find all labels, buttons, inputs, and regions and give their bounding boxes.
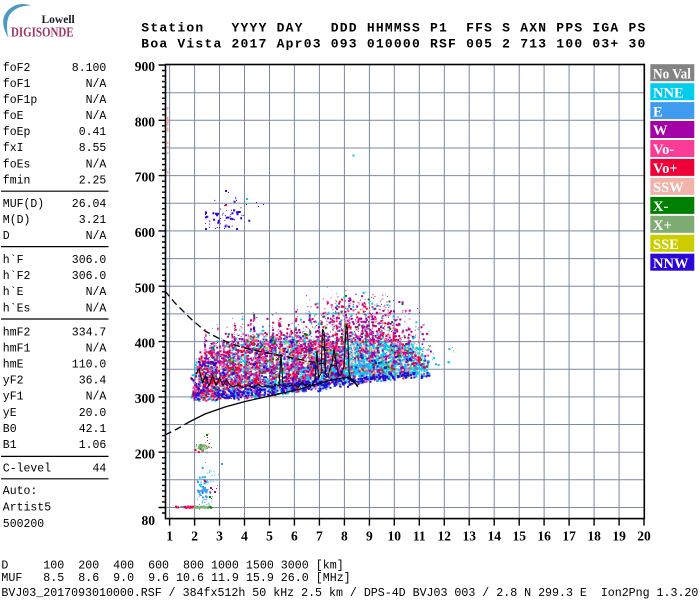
- svg-text:2: 2: [191, 528, 198, 543]
- svg-text:10: 10: [388, 528, 402, 543]
- svg-text:9: 9: [366, 528, 373, 543]
- svg-text:18: 18: [587, 528, 601, 543]
- svg-text:16: 16: [537, 528, 551, 543]
- svg-text:h`E N/A: h`E N/A: [3, 286, 107, 299]
- svg-text:Artist5: Artist5: [3, 502, 51, 515]
- svg-text:B0 42.1: B0 42.1: [3, 423, 107, 436]
- svg-text:W: W: [653, 123, 668, 139]
- svg-text:500200: 500200: [3, 518, 45, 531]
- svg-text:MUF(D) 26.04: MUF(D) 26.04: [3, 198, 107, 211]
- svg-text:No Val: No Val: [653, 66, 691, 82]
- svg-text:15: 15: [512, 528, 526, 543]
- svg-text:7: 7: [316, 528, 323, 543]
- svg-text:X-: X-: [653, 199, 668, 215]
- svg-text:12: 12: [438, 528, 452, 543]
- svg-text:800: 800: [135, 114, 156, 129]
- svg-text:C-level 44: C-level 44: [3, 462, 107, 475]
- svg-text:foE N/A: foE N/A: [3, 110, 107, 123]
- svg-text:20: 20: [637, 528, 651, 543]
- svg-text:hmF2 334.7: hmF2 334.7: [3, 326, 107, 339]
- svg-text:1: 1: [166, 528, 173, 543]
- svg-text:400: 400: [135, 336, 156, 351]
- svg-text:foEp 0.41: foEp 0.41: [3, 126, 107, 139]
- svg-text:foF1 N/A: foF1 N/A: [3, 78, 107, 91]
- svg-text:6: 6: [291, 528, 298, 543]
- svg-text:Station YYYY DAY DDD HHMMS: Station YYYY DAY DDD HHMMSS P1 FFS S AXN…: [141, 21, 645, 36]
- svg-text:13: 13: [462, 528, 476, 543]
- svg-text:MUF 8.5 8.6 9.0 9.6 10.6: MUF 8.5 8.6 9.0 9.6 10.6 11.9 15.9 26.0 …: [1, 572, 350, 585]
- svg-text:300: 300: [135, 391, 156, 406]
- svg-text:BVJ03_2017093010000.RSF / 384f: BVJ03_2017093010000.RSF / 384fx512h 50 k…: [1, 587, 698, 600]
- svg-text:D N/A: D N/A: [3, 230, 107, 243]
- svg-text:foF2 8.100: foF2 8.100: [3, 62, 107, 75]
- svg-text:80: 80: [142, 513, 156, 528]
- svg-text:yF2 36.4: yF2 36.4: [3, 375, 107, 388]
- svg-text:19: 19: [612, 528, 626, 543]
- svg-text:900: 900: [135, 59, 156, 74]
- svg-text:E: E: [653, 104, 663, 120]
- svg-text:NNE: NNE: [653, 85, 684, 101]
- svg-text:Vo-: Vo-: [653, 142, 674, 158]
- svg-text:4: 4: [241, 528, 248, 543]
- svg-text:200: 200: [135, 446, 156, 461]
- svg-text:DIGISONDE: DIGISONDE: [11, 24, 74, 39]
- svg-text:Auto:: Auto:: [3, 485, 38, 498]
- svg-text:Vo+: Vo+: [653, 161, 678, 177]
- svg-text:fmin 2.25: fmin 2.25: [3, 174, 107, 187]
- svg-text:700: 700: [135, 170, 156, 185]
- svg-text:14: 14: [487, 528, 501, 543]
- svg-text:h`Es N/A: h`Es N/A: [3, 302, 107, 315]
- svg-text:foEs N/A: foEs N/A: [3, 158, 107, 171]
- svg-text:SSW: SSW: [653, 180, 684, 196]
- svg-text:NNW: NNW: [653, 256, 689, 272]
- svg-text:11: 11: [413, 528, 426, 543]
- svg-text:500: 500: [135, 280, 156, 295]
- svg-text:X+: X+: [653, 218, 672, 234]
- svg-text:3: 3: [216, 528, 223, 543]
- svg-text:h`F 306.0: h`F 306.0: [3, 254, 107, 267]
- svg-text:600: 600: [135, 225, 156, 240]
- svg-text:yF1 N/A: yF1 N/A: [3, 391, 107, 404]
- svg-text:5: 5: [266, 528, 273, 543]
- svg-text:17: 17: [562, 528, 576, 543]
- svg-text:Lowell: Lowell: [42, 14, 75, 26]
- svg-text:foF1p N/A: foF1p N/A: [3, 94, 107, 107]
- svg-text:fxI 8.55: fxI 8.55: [3, 142, 107, 155]
- svg-text:M(D) 3.21: M(D) 3.21: [3, 214, 107, 227]
- svg-text:B1 1.06: B1 1.06: [3, 439, 107, 452]
- svg-text:yE 20.0: yE 20.0: [3, 407, 107, 420]
- svg-text:h`F2 306.0: h`F2 306.0: [3, 270, 107, 283]
- svg-text:Boa Vista 2017 Apr03 093 01000: Boa Vista 2017 Apr03 093 010000 RSF 005 …: [141, 36, 645, 51]
- svg-text:D 100 200 400 600 800: D 100 200 400 600 800 1000 1500 3000 [km…: [1, 559, 343, 572]
- svg-text:8: 8: [341, 528, 348, 543]
- svg-text:hmE 110.0: hmE 110.0: [3, 359, 107, 372]
- svg-text:SSE: SSE: [653, 237, 679, 253]
- svg-text:hmF1 N/A: hmF1 N/A: [3, 343, 107, 356]
